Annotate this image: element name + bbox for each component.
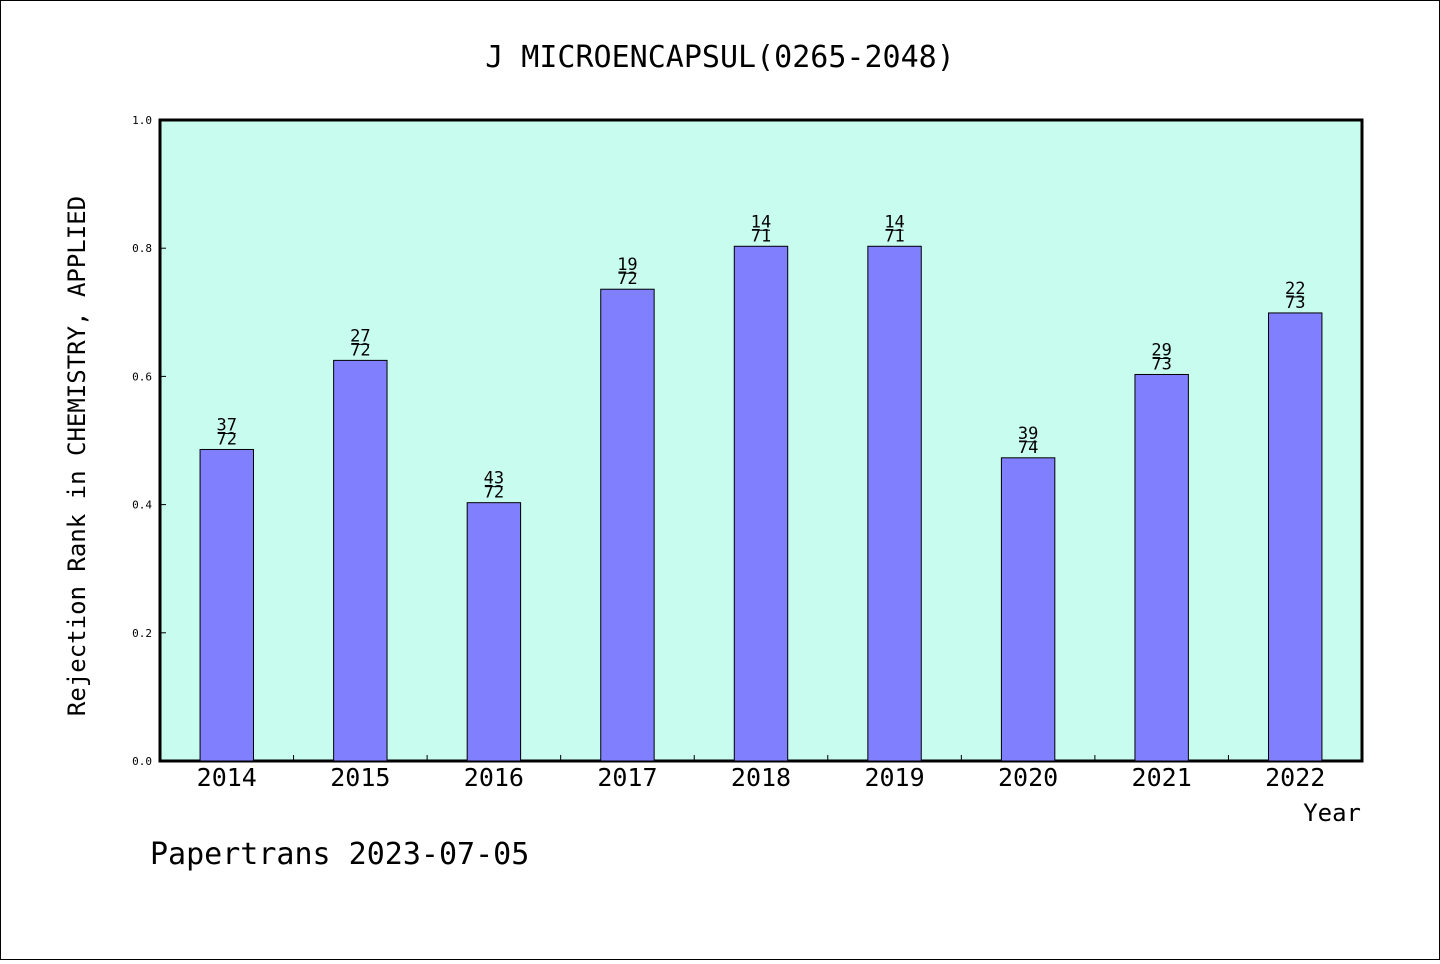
bar-series (199, 245, 1323, 762)
chart-title: J MICROENCAPSUL(0265-2048) (485, 40, 955, 75)
bar-label-total: 73 (1285, 293, 1305, 313)
bar-label-rank: 14 (884, 212, 904, 232)
bar-2015 (333, 359, 388, 762)
bar-2017 (600, 288, 655, 762)
bar-2021 (1134, 373, 1189, 762)
y-tick-label: 1.0 (132, 114, 152, 127)
bar-2019 (867, 245, 922, 762)
bar-label-total: 73 (1151, 354, 1171, 374)
bar-label-rank: 39 (1018, 424, 1038, 444)
x-axis-label: Year (1303, 799, 1361, 827)
bar-label-rank: 29 (1151, 340, 1171, 360)
bar-label-rank: 37 (217, 415, 237, 435)
x-tick-label: 2018 (731, 763, 791, 792)
bar-label-rank: 43 (484, 469, 504, 489)
bar-label-rank: 14 (751, 212, 771, 232)
y-axis-label: Rejection Rank in CHEMISTRY, APPLIED (63, 196, 91, 716)
x-tick-label: 2014 (197, 763, 257, 792)
y-tick-label: 0.8 (132, 242, 152, 255)
y-tick-label: 0.2 (132, 627, 152, 640)
x-tick-label: 2022 (1265, 763, 1325, 792)
bar-label-rank: 22 (1285, 279, 1305, 299)
bar-2022 (1268, 312, 1323, 762)
x-tick-label: 2016 (464, 763, 524, 792)
bar-2016 (466, 502, 522, 762)
bar-label-total: 72 (484, 483, 504, 503)
bar-label-rank: 19 (617, 255, 637, 275)
bar-label-total: 74 (1018, 438, 1038, 458)
y-axis: 0.0 0.2 0.4 0.6 0.8 1.0 (132, 114, 166, 768)
y-tick-label: 0.4 (132, 499, 152, 512)
bar-label-rank: 27 (350, 326, 370, 346)
x-tick-label: 2017 (597, 763, 657, 792)
bar-2014 (199, 448, 254, 762)
x-tick-label: 2019 (864, 763, 924, 792)
bar-label-total: 71 (751, 226, 771, 246)
x-tick-label: 2020 (998, 763, 1058, 792)
x-axis: 2014 2015 2016 2017 2018 2019 2020 2021 2022 (197, 755, 1325, 792)
y-tick-label: 0.6 (132, 370, 152, 383)
bar-label-total: 72 (617, 269, 637, 289)
bar-label-total: 72 (350, 340, 370, 360)
bar-label-total: 72 (217, 429, 237, 449)
x-tick-label: 2015 (330, 763, 390, 792)
bar-2018 (733, 245, 789, 762)
bar-label-total: 71 (884, 226, 904, 246)
footer-text: Papertrans 2023-07-05 (150, 837, 529, 872)
x-tick-label: 2021 (1132, 763, 1192, 792)
bar-2020 (1000, 457, 1056, 762)
y-tick-label: 0.0 (132, 755, 152, 768)
